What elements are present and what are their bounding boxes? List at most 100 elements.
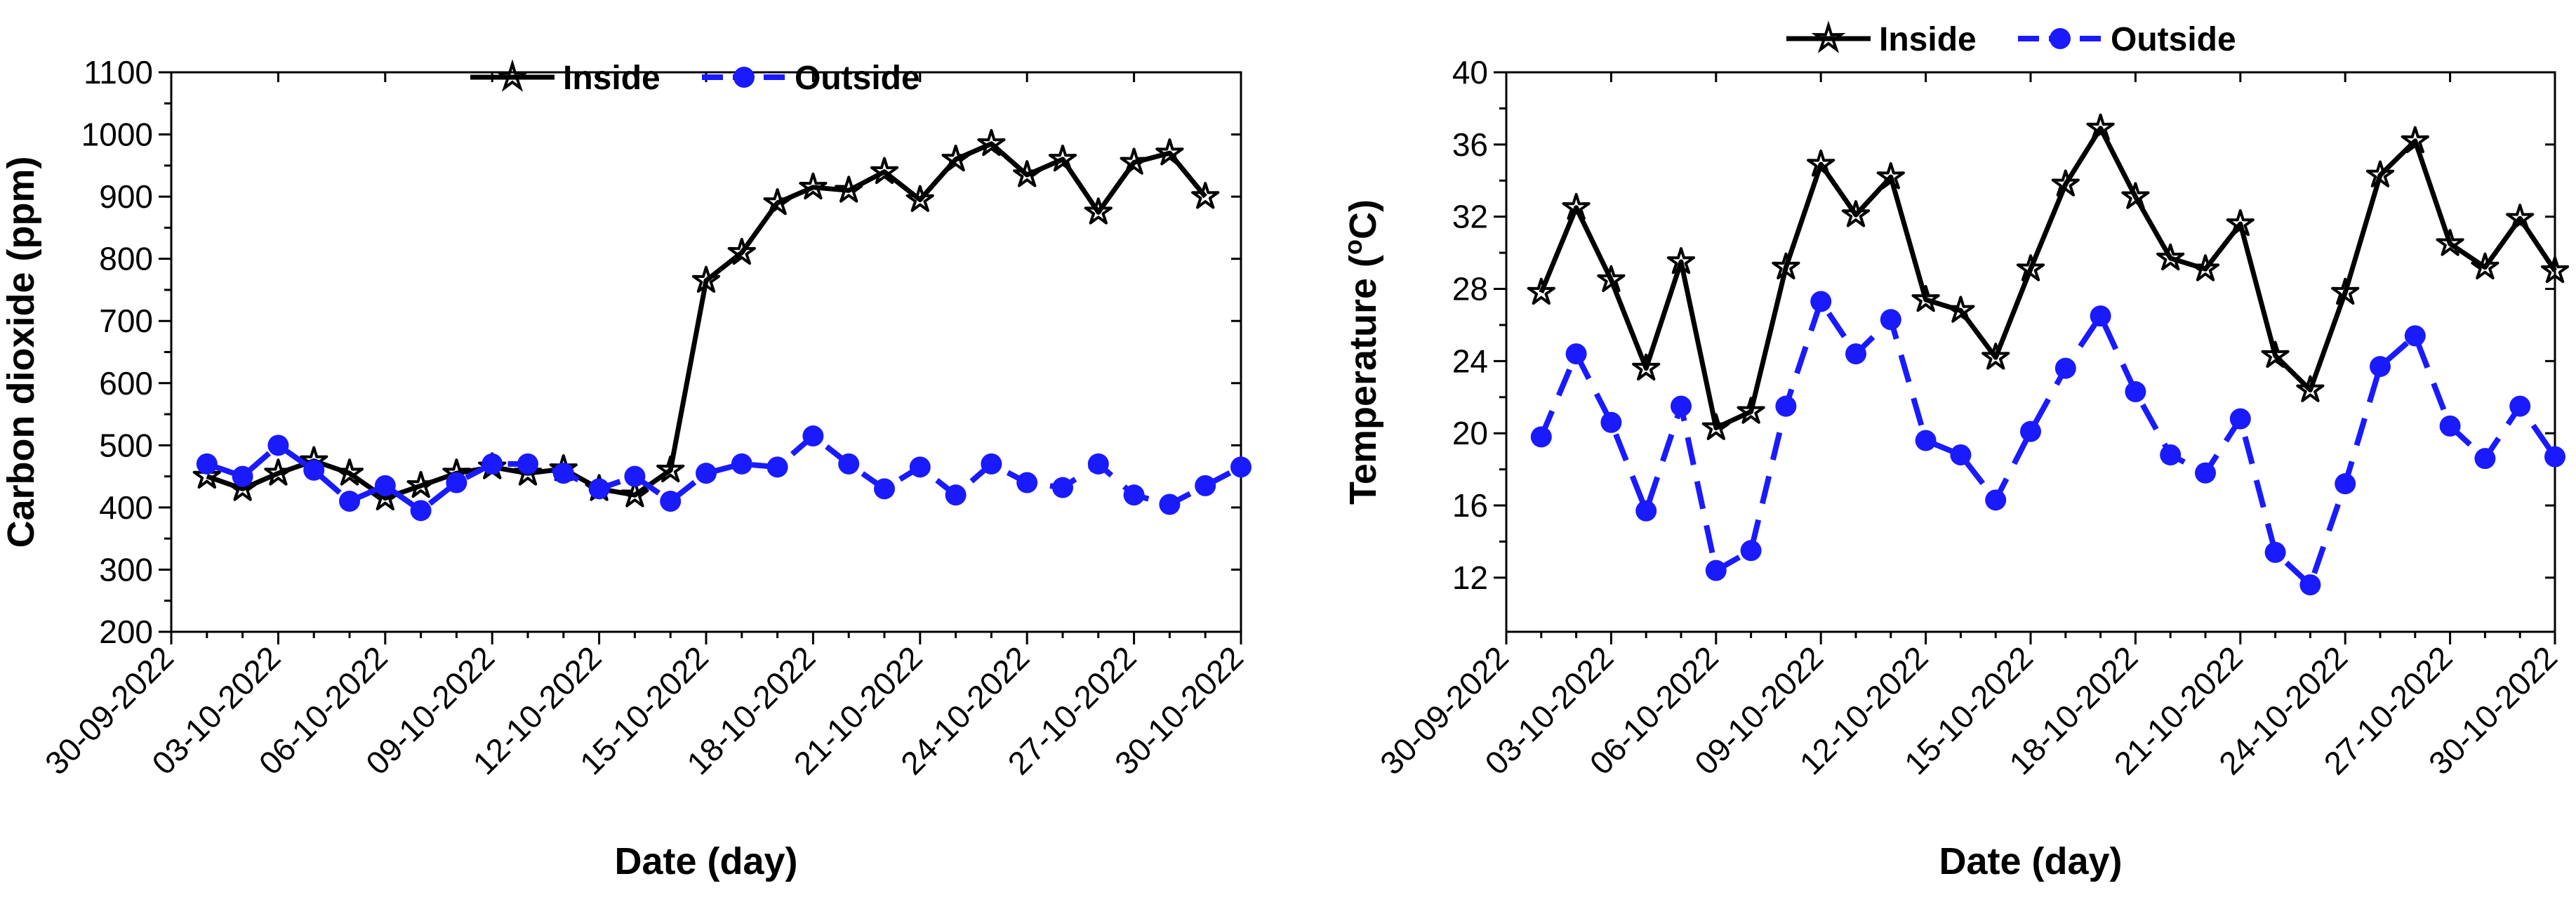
y-tick-label: 12 (1452, 559, 1488, 596)
data-point-circle (2370, 356, 2391, 378)
data-point-star (2471, 252, 2499, 279)
data-point-circle (1950, 444, 1972, 466)
data-point-circle (588, 478, 610, 500)
temperature-chart: 121620242832364030-09-202203-10-202206-1… (1339, 20, 2570, 882)
series-inside (1527, 113, 2570, 440)
data-point-star (2261, 340, 2290, 368)
data-point-star (1981, 343, 2010, 370)
data-point-circle (1635, 500, 1657, 522)
data-point-circle (2544, 446, 2565, 468)
co2-chart: 2003004005006007008009001000110030-09-20… (0, 54, 1252, 882)
data-point-circle (909, 456, 931, 478)
series-line-inside (206, 141, 1207, 501)
data-point-circle (731, 453, 752, 475)
data-point-star (513, 458, 543, 486)
data-point-circle (766, 456, 788, 478)
data-point-star (1155, 138, 1184, 166)
y-tick-label: 300 (99, 551, 153, 588)
plot-frame (170, 71, 1242, 633)
data-point-star (1841, 200, 1871, 227)
data-point-star (2506, 204, 2535, 231)
data-point-circle (1159, 494, 1181, 515)
series-line-outside (206, 433, 1242, 514)
data-point-circle (2299, 574, 2321, 596)
data-point-circle (1530, 426, 1552, 448)
data-point-star (1048, 145, 1077, 172)
data-point-circle (2054, 357, 2076, 379)
data-point-circle (1705, 559, 1727, 581)
data-point-star (2191, 254, 2220, 282)
data-point-star (228, 474, 257, 501)
y-tick-label: 36 (1452, 126, 1488, 163)
data-point-circle (196, 453, 218, 475)
data-point-circle (2474, 448, 2496, 470)
data-point-circle (874, 478, 895, 500)
data-point-star (2540, 256, 2570, 284)
data-point-star (763, 188, 792, 216)
data-point-circle (1565, 343, 1587, 365)
data-point-star (1597, 265, 1626, 292)
data-point-star (1527, 277, 1555, 305)
data-point-circle (2439, 415, 2461, 437)
legend-marker-circle (733, 67, 755, 88)
data-point-circle (660, 491, 682, 512)
series-line-outside (1539, 298, 2558, 588)
x-axis-title: Date (day) (614, 840, 797, 882)
data-point-circle (1087, 453, 1109, 475)
y-tick-label: 16 (1452, 487, 1488, 524)
data-point-star (727, 237, 756, 265)
data-point-circle (2160, 444, 2182, 466)
legend-marker-star (495, 59, 530, 92)
data-point-star (870, 157, 899, 185)
data-point-star (1772, 252, 1800, 279)
data-point-circle (303, 459, 325, 481)
series-inside (192, 128, 1220, 510)
data-point-star (941, 145, 970, 172)
data-point-circle (410, 500, 432, 522)
data-point-star (2436, 229, 2464, 256)
data-point-star (1911, 284, 1940, 312)
data-point-circle (1052, 477, 1073, 498)
data-point-star (799, 172, 828, 200)
data-point-circle (2090, 305, 2111, 327)
data-point-star (2401, 126, 2429, 154)
data-point-star (1120, 147, 1148, 175)
data-point-circle (624, 465, 646, 487)
data-point-star (2365, 160, 2395, 187)
data-point-star (1013, 160, 1042, 187)
data-point-circle (2509, 395, 2531, 417)
legend-label: Inside (563, 60, 660, 97)
data-point-circle (1915, 430, 1937, 451)
data-point-circle (552, 463, 574, 484)
data-point-circle (1016, 472, 1038, 494)
y-axis-title: Carbon dioxide (ppm) (0, 157, 42, 548)
data-point-star (264, 458, 293, 486)
y-tick-label: 400 (99, 489, 153, 526)
data-point-star (977, 128, 1006, 157)
data-point-star (1701, 413, 1730, 440)
y-tick-label: 24 (1452, 343, 1488, 379)
data-point-star (1876, 162, 1905, 190)
data-point-circle (2229, 408, 2251, 430)
data-point-star (1632, 353, 1661, 380)
legend-marker-star (1811, 20, 1846, 53)
data-point-star (2121, 182, 2150, 209)
data-point-circle (696, 463, 717, 484)
y-tick-label: 600 (99, 365, 153, 402)
legend-label: Outside (795, 60, 920, 97)
y-tick-label: 28 (1452, 271, 1488, 307)
y-tick-label: 900 (99, 178, 153, 215)
y-tick-label: 20 (1452, 415, 1488, 451)
y-tick-label: 1000 (81, 117, 153, 153)
data-point-circle (1230, 456, 1252, 478)
data-point-circle (802, 425, 824, 447)
data-point-circle (1810, 291, 1832, 312)
data-point-circle (1845, 343, 1866, 365)
legend: Inside Outside (470, 59, 920, 97)
data-point-circle (838, 453, 860, 475)
x-axis-title: Date (day) (1939, 840, 2122, 882)
y-tick-label: 500 (99, 427, 153, 463)
y-tick-label: 200 (99, 614, 153, 650)
data-point-star (1191, 182, 1220, 209)
legend: Inside Outside (1786, 20, 2236, 58)
